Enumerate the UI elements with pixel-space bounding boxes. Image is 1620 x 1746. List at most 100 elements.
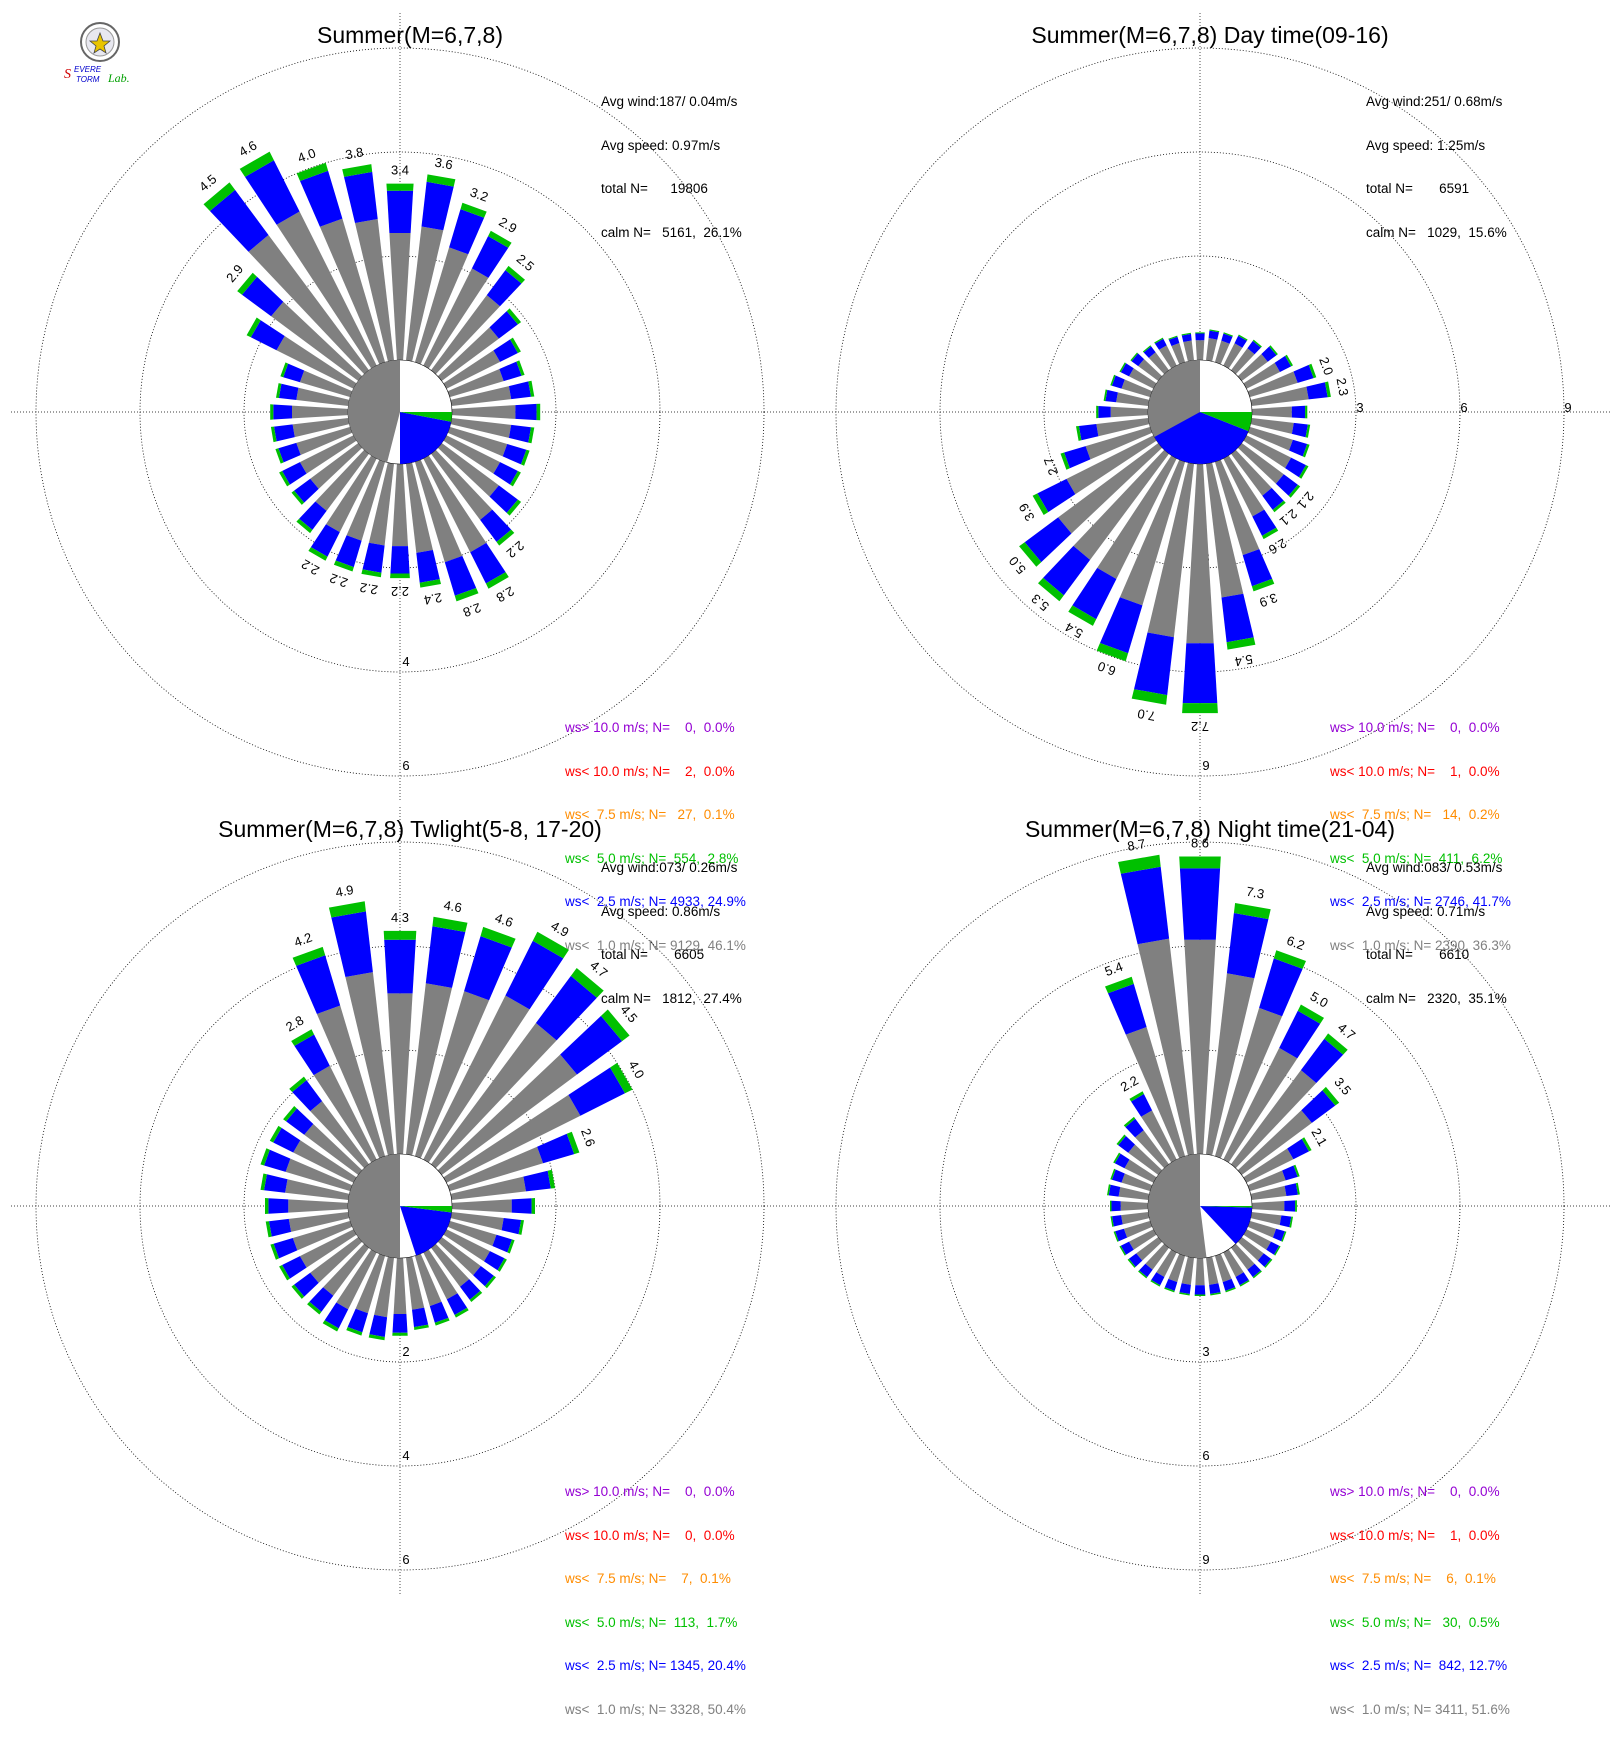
sector-bar [392,463,408,547]
sector-bar [1078,424,1099,441]
sector-bar [1237,354,1268,381]
sector-bar [1252,339,1262,348]
sector-bar [1289,439,1308,457]
calm-n: calm N= 1029, 15.6% [1366,224,1507,240]
calm-pie-lt1 [1148,1154,1207,1258]
sector-bar [268,1198,289,1214]
sector-bar [344,171,378,223]
sector-bar [310,1237,363,1283]
sector-bar [470,542,506,584]
sector-bar [1182,703,1218,714]
sector-bar [1182,643,1218,704]
stats-block: Avg wind:083/ 0.53m/s Avg speed: 0.71m/s… [1366,832,1507,1035]
sector-bar [511,1198,532,1214]
sector-bar [414,1324,429,1330]
sector-bar [1301,1137,1312,1152]
calm-n: calm N= 2320, 35.1% [1366,990,1507,1006]
sector-bar [1179,856,1221,869]
sector-bar [1297,1004,1324,1024]
sector-bar [510,471,521,487]
sector-bar [1206,462,1244,598]
sector-bar [1103,389,1108,402]
sector-bar [1119,459,1186,606]
sector-bar [374,1256,394,1318]
sector-bar [1285,354,1293,367]
svg-text:Lab.: Lab. [107,71,130,85]
sector-bar [1289,1216,1293,1228]
sector-bar [1179,1292,1190,1296]
legend-entry: ws< 10.0 m/s; N= 0, 0.0% [565,1527,735,1543]
sector-bar [1123,1220,1153,1238]
sector-bar [1118,1187,1150,1200]
calm-pie-lt1 [347,359,400,463]
avg-wind: Avg wind:073/ 0.26m/s [601,860,738,875]
sector-bar [447,1146,544,1192]
legend-entry: ws< 1.0 m/s; N= 9129, 46.1% [565,937,746,953]
sector-bar [296,162,329,181]
sector-label: 2.2 [328,570,350,590]
sector-bar [1293,364,1314,383]
speed-legend: ws> 10.0 m/s; N= 0, 0.0% ws< 10.0 m/s; N… [565,1456,746,1746]
sector-bar [406,226,444,362]
sector-bar [280,362,289,378]
sector-label: 5.4 [1103,959,1125,979]
sector-bar [1073,449,1169,560]
sector-bar [1273,950,1306,969]
sector-bar [423,995,530,1163]
sector-bar [1179,1283,1191,1294]
sector-bar [437,443,499,497]
sector-bar [273,404,292,420]
sector-bar [386,183,414,191]
sector-bar [419,579,441,588]
sector-bar [310,443,363,489]
sector-bar [239,151,274,177]
sector-bar [271,301,363,381]
sector-bar [1291,405,1306,419]
sector-bar [1131,353,1145,367]
sector-bar [1302,444,1310,458]
sector-bar [1121,1212,1150,1225]
sector-bar [536,403,541,421]
sector-bar [1325,381,1331,398]
svg-text:EVERE: EVERE [74,65,102,74]
sector-bar [1233,903,1271,920]
sector-bar [346,1327,363,1336]
sector-bar [291,1029,315,1046]
sector-bar [505,265,525,284]
sector-bar [291,1284,305,1299]
sector-bar [278,383,299,400]
sector-bar [1118,1136,1135,1153]
sector-bar [322,1320,339,1332]
sector-label: 4.6 [493,910,515,930]
sector-bar [1322,1086,1340,1106]
sector-bar [283,1106,297,1122]
speed-legend: ws> 10.0 m/s; N= 0, 0.0% ws< 10.0 m/s; N… [1330,692,1511,982]
sector-bar [296,387,350,406]
sector-bar [444,555,477,596]
sector-bar [1097,455,1177,579]
sector-bar [1111,1169,1125,1183]
sector-bar [425,926,466,988]
sector-bar [276,211,377,369]
sector-bar [443,1094,581,1183]
sector-label: 2.4 [423,590,443,608]
sector-bar [1231,1070,1317,1169]
sector-bar [346,459,386,541]
sector-bar [331,911,373,977]
sector-bar [270,1243,279,1260]
sector-bar [1156,1249,1177,1277]
sector-bar [1221,593,1254,643]
sector-bar [1223,1047,1298,1163]
sector-bar [1247,426,1293,451]
sector-bar [601,1009,630,1042]
sector-bar [518,1220,524,1235]
sector-bar [1250,1185,1287,1200]
sector-bar [1139,1263,1153,1278]
sector-bar [1247,371,1298,398]
sector-bar [485,572,509,589]
sector-bar [506,499,522,516]
sector-bar [1142,345,1152,353]
sector-bar [423,455,487,553]
sector-bar [484,1251,505,1271]
sector-bar [1145,1243,1169,1270]
